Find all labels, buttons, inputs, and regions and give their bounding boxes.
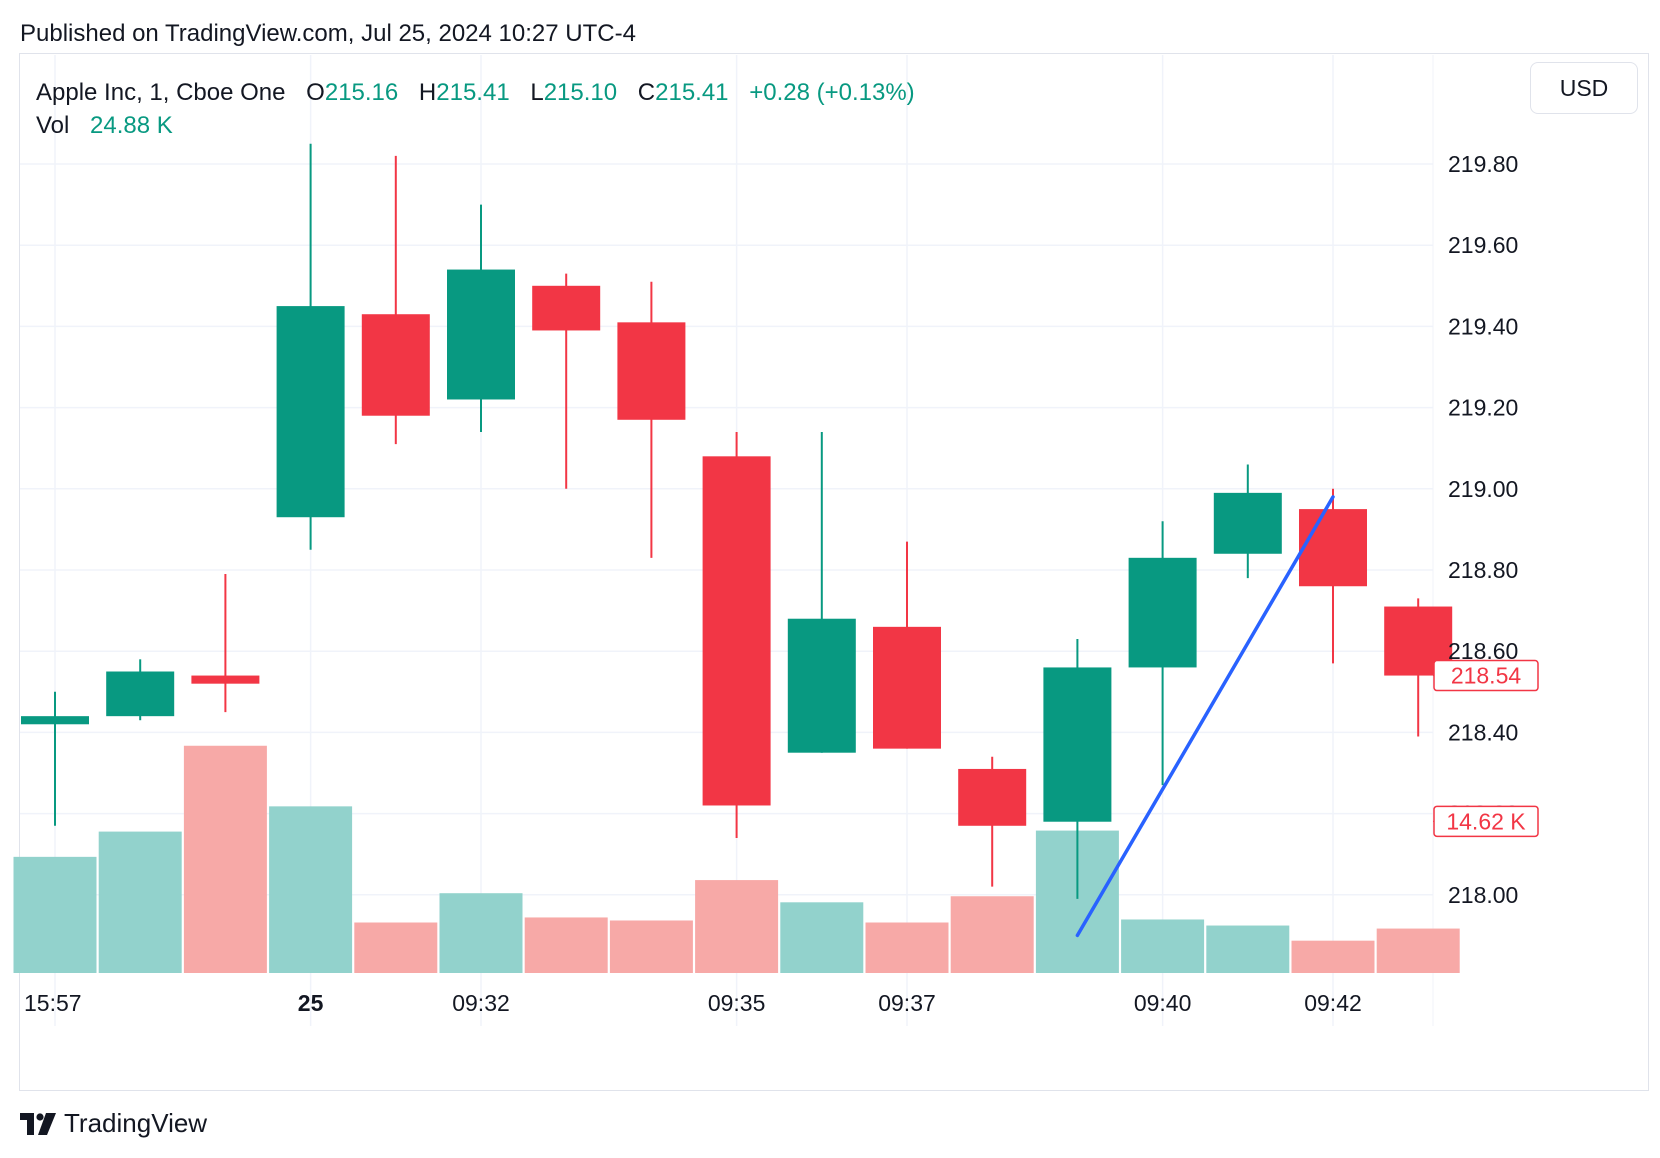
- legend-low-value: 215.10: [543, 79, 618, 106]
- candle-body: [21, 716, 89, 725]
- volume-bar: [183, 745, 267, 973]
- candle-body: [873, 626, 941, 749]
- volume-bar: [950, 896, 1034, 973]
- y-tick-label: 219.40: [1448, 313, 1518, 339]
- y-tick-label: 218.00: [1448, 882, 1518, 908]
- x-tick-label: 09:40: [1134, 990, 1192, 1016]
- x-tick-label: 09:35: [708, 990, 766, 1016]
- y-tick-label: 218.80: [1448, 557, 1518, 583]
- candle-body: [276, 306, 345, 518]
- legend-high-label: H: [418, 79, 437, 106]
- candle-body: [702, 456, 771, 806]
- tradingview-footer[interactable]: TradingView: [20, 1108, 207, 1139]
- legend-volume-label[interactable]: Vol: [36, 112, 70, 139]
- chart-frame: [19, 53, 1649, 1091]
- volume-bar: [13, 856, 97, 973]
- legend-close-value: 215.41: [655, 79, 729, 106]
- y-tick-label: 219.20: [1448, 395, 1518, 421]
- tradingview-logo-icon: [20, 1112, 56, 1135]
- published-caption: Published on TradingView.com, Jul 25, 20…: [20, 20, 636, 47]
- last-price-badge-text: 218.54: [1451, 663, 1522, 689]
- legend-volume-value: 24.88 K: [90, 112, 173, 139]
- tradingview-brand: TradingView: [64, 1108, 208, 1138]
- volume-bar: [1206, 925, 1290, 973]
- last-price-badge-box: [1433, 659, 1539, 692]
- volume-bar: [1376, 928, 1460, 973]
- y-tick-label: 219.00: [1448, 476, 1518, 502]
- candle-body: [1213, 492, 1282, 554]
- legend-open-value: 215.16: [324, 79, 399, 106]
- candle-body: [106, 671, 175, 717]
- y-tick-label: 219.60: [1448, 232, 1518, 258]
- volume-bar: [269, 806, 353, 973]
- candle-body: [191, 675, 260, 684]
- volume-badge-text: 14.62 K: [1446, 808, 1526, 834]
- candle-body: [447, 269, 515, 400]
- volume-bar: [354, 922, 438, 973]
- volume-bar: [1121, 919, 1205, 973]
- x-tick-label: 09:37: [878, 990, 936, 1016]
- volume-bar: [780, 902, 864, 973]
- x-tick-label: 09:32: [452, 990, 510, 1016]
- currency-button[interactable]: USD: [1530, 62, 1638, 114]
- candle-body: [1128, 557, 1197, 668]
- volume-bar: [865, 922, 949, 973]
- x-tick-label: 09:42: [1304, 990, 1362, 1016]
- y-tick-label: 218.40: [1448, 719, 1518, 745]
- x-tick-label: 25: [298, 990, 324, 1016]
- candle-body: [1299, 509, 1367, 587]
- x-tick-label: 15:57: [24, 990, 82, 1016]
- y-tick-label: 219.80: [1448, 151, 1518, 177]
- volume-bar: [695, 880, 779, 973]
- candle-body: [787, 618, 856, 753]
- volume-bar: [439, 893, 523, 973]
- legend-change: +0.28 (+0.13%): [749, 79, 915, 106]
- volume-bar: [1291, 940, 1375, 973]
- legend-low-label: L: [530, 79, 544, 106]
- chart-legend: Apple Inc, 1, Cboe One O215.16 H215.41 L…: [36, 76, 915, 142]
- legend-open-label: O: [306, 79, 325, 106]
- trend-line: [1075, 495, 1335, 938]
- legend-high-value: 215.41: [436, 79, 510, 106]
- candle-body: [958, 768, 1027, 826]
- legend-ohlc-row: Apple Inc, 1, Cboe One O215.16 H215.41 L…: [36, 76, 915, 109]
- candle-body: [617, 322, 686, 420]
- volume-bar: [524, 917, 608, 973]
- volume-badge-box: [1433, 805, 1539, 838]
- volume-bar: [609, 920, 693, 973]
- candle-body: [532, 285, 601, 331]
- candle-body: [1043, 667, 1112, 822]
- volume-bar: [98, 831, 182, 973]
- candle-body: [361, 314, 430, 416]
- legend-volume-row: Vol 24.88 K: [36, 109, 915, 142]
- legend-close-label: C: [637, 79, 656, 106]
- legend-symbol[interactable]: Apple Inc, 1, Cboe One: [36, 79, 286, 106]
